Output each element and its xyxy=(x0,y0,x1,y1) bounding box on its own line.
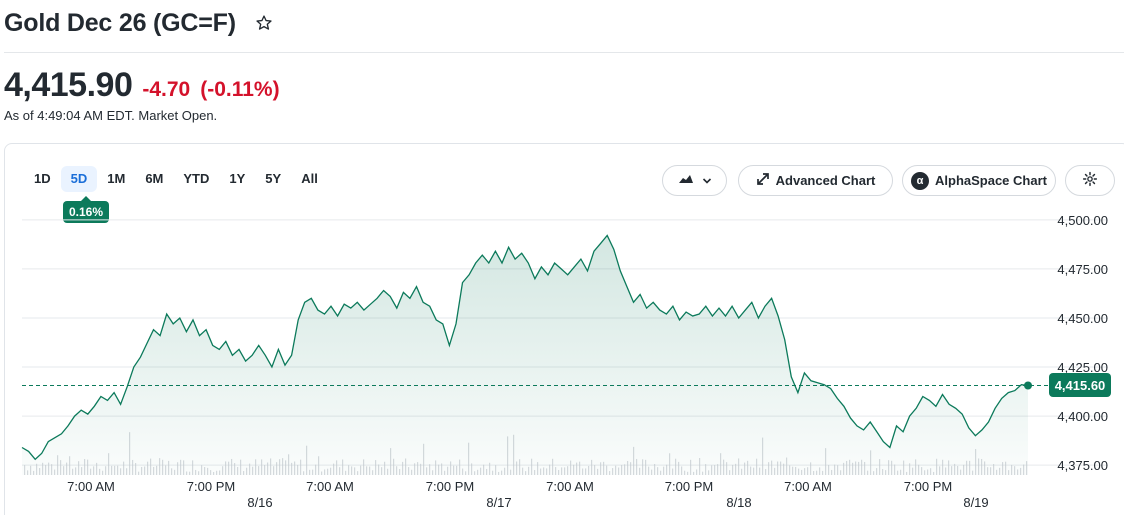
x-tick-label: 7:00 PM xyxy=(904,479,952,494)
range-5y[interactable]: 5Y xyxy=(265,171,282,186)
range-all[interactable]: All xyxy=(301,171,318,186)
date-label: 8/16 xyxy=(247,495,272,510)
range-6m[interactable]: 6M xyxy=(145,171,164,186)
y-tick-label: 4,425.00 xyxy=(1057,360,1108,375)
date-label: 8/18 xyxy=(726,495,751,510)
x-tick-label: 7:00 AM xyxy=(67,479,115,494)
price-change-percent: (-0.11%) xyxy=(200,78,280,101)
advanced-chart-button[interactable]: Advanced Chart xyxy=(738,165,893,196)
range-5d[interactable]: 5D xyxy=(60,166,98,192)
range-1m[interactable]: 1M xyxy=(107,171,126,186)
mountain-chart-icon xyxy=(678,173,694,188)
star-icon[interactable] xyxy=(254,13,274,33)
date-label: 8/19 xyxy=(963,495,988,510)
page-title: Gold Dec 26 (GC=F) xyxy=(4,8,236,37)
price-area-fill xyxy=(22,235,1028,475)
chart-card xyxy=(4,143,1124,515)
x-tick-label: 7:00 AM xyxy=(306,479,354,494)
current-price-label: 4,415.60 xyxy=(1049,373,1111,398)
price-value: 4,415.90 xyxy=(4,66,133,104)
y-tick-label: 4,375.00 xyxy=(1057,458,1108,473)
alphaspace-chart-button[interactable]: α AlphaSpace Chart xyxy=(902,165,1056,196)
x-tick-label: 7:00 PM xyxy=(665,479,713,494)
date-label: 8/17 xyxy=(486,495,511,510)
range-1y[interactable]: 1Y xyxy=(229,171,246,186)
y-tick-label: 4,450.00 xyxy=(1057,311,1108,326)
current-price-dot xyxy=(1024,381,1032,390)
price-change: -4.70 xyxy=(142,78,191,101)
y-tick-label: 4,500.00 xyxy=(1057,213,1108,228)
price-line xyxy=(21,234,1029,461)
x-tick-label: 7:00 AM xyxy=(784,479,832,494)
advanced-chart-label: Advanced Chart xyxy=(775,173,876,188)
range-1d[interactable]: 1D xyxy=(34,171,51,186)
quote-row: 4,415.90 -4.70 (-0.11%) xyxy=(4,66,280,105)
x-tick-label: 7:00 PM xyxy=(426,479,474,494)
market-status: As of 4:49:04 AM EDT. Market Open. xyxy=(4,108,218,123)
chart-settings-button[interactable] xyxy=(1065,165,1115,196)
x-tick-label: 7:00 AM xyxy=(546,479,594,494)
y-tick-label: 4,475.00 xyxy=(1057,262,1108,277)
range-ytd[interactable]: YTD xyxy=(183,171,210,186)
x-tick-label: 7:00 PM xyxy=(187,479,235,494)
title-row: Gold Dec 26 (GC=F) xyxy=(4,6,274,40)
y-tick-label: 4,400.00 xyxy=(1057,409,1108,424)
alphaspace-logo-icon: α xyxy=(911,171,929,190)
gear-icon xyxy=(1082,171,1098,190)
performance-badge: 0.16% xyxy=(63,196,110,223)
header-divider xyxy=(4,52,1124,53)
expand-icon xyxy=(756,172,770,189)
range-selector: 1D 5D 1M 6M YTD 1Y 5Y All xyxy=(24,166,328,192)
chart-type-button[interactable] xyxy=(662,165,727,196)
chevron-down-icon xyxy=(702,173,712,188)
alphaspace-chart-label: AlphaSpace Chart xyxy=(935,173,1047,188)
